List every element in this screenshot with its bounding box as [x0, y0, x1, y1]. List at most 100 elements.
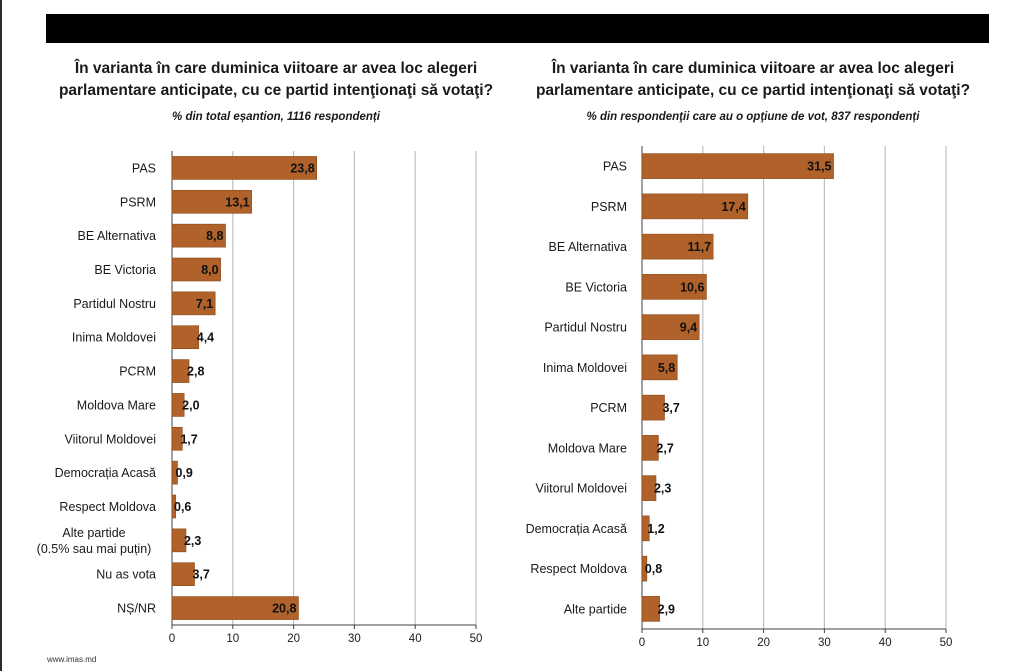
bar — [641, 515, 650, 542]
value-label: 2,8 — [187, 365, 204, 379]
chart-subtitle: % din total eșantion, 1116 respondenți — [172, 111, 380, 123]
bar — [171, 223, 226, 248]
bar — [171, 359, 190, 383]
bar — [641, 555, 648, 582]
category-label: NȘ/NR — [117, 602, 156, 616]
value-label: 2,9 — [658, 602, 675, 616]
bar — [171, 460, 178, 485]
x-tick-label: 30 — [818, 637, 831, 649]
value-label: 1,7 — [180, 432, 197, 446]
bar — [641, 475, 657, 501]
page-left-border — [0, 0, 2, 671]
category-label: Viitorul Moldovei — [536, 482, 627, 496]
bar — [171, 156, 318, 180]
value-label: 0,8 — [645, 562, 662, 576]
x-tick-label: 20 — [757, 637, 770, 649]
x-tick-label: 50 — [940, 637, 953, 649]
value-label: 13,1 — [225, 195, 249, 209]
category-label: Moldova Mare — [77, 398, 156, 412]
category-label: BE Victoria — [565, 280, 627, 294]
x-tick-label: 10 — [696, 637, 709, 649]
bar — [171, 325, 200, 350]
chart-title: În varianta în care duminica viitoare ar… — [58, 60, 494, 99]
value-label: 2,3 — [654, 482, 671, 496]
x-tick-label: 40 — [879, 637, 892, 649]
category-label: BE Alternativa — [77, 229, 156, 243]
value-label: 17,4 — [721, 200, 745, 214]
category-label: Nu as vota — [96, 568, 156, 582]
category-label: PCRM — [119, 365, 156, 379]
category-label: (0.5% sau mai puțin) — [37, 542, 152, 556]
category-label: BE Alternativa — [548, 240, 627, 254]
value-label: 3,7 — [662, 401, 679, 415]
value-label: 20,8 — [272, 602, 296, 616]
category-label: PSRM — [591, 200, 627, 214]
x-tick-label: 0 — [169, 633, 175, 645]
value-label: 2,3 — [184, 534, 201, 548]
bar — [171, 494, 176, 519]
value-label: 0,9 — [175, 466, 192, 480]
x-tick-label: 30 — [348, 633, 361, 645]
bar — [171, 562, 195, 587]
bar — [641, 314, 700, 340]
value-label: 0,6 — [174, 500, 191, 514]
bar — [171, 528, 187, 553]
category-label: Respect Moldova — [530, 562, 627, 576]
value-label: 4,4 — [197, 331, 214, 345]
category-label: PSRM — [120, 195, 156, 209]
bar — [641, 153, 834, 179]
value-label: 31,5 — [807, 160, 831, 174]
value-label: 1,2 — [647, 522, 664, 536]
value-label: 2,0 — [182, 398, 199, 412]
bar — [641, 596, 660, 622]
category-label: Viitorul Moldovei — [65, 432, 156, 446]
category-label: PAS — [132, 161, 156, 175]
category-label: PCRM — [590, 401, 627, 415]
value-label: 23,8 — [290, 161, 314, 175]
bar — [171, 257, 221, 282]
category-label: Moldova Mare — [548, 441, 627, 455]
source-url: www.imas.md — [47, 655, 97, 664]
category-label: Alte partide — [62, 526, 125, 540]
category-label: Partidul Nostru — [544, 321, 627, 335]
bar — [171, 596, 299, 620]
category-label: Partidul Nostru — [73, 297, 156, 311]
x-tick-label: 0 — [639, 637, 645, 649]
bar — [641, 274, 707, 300]
x-tick-label: 20 — [287, 633, 300, 645]
bar — [171, 426, 183, 451]
bar — [641, 394, 665, 421]
bar — [171, 291, 216, 316]
bar — [641, 354, 678, 381]
value-label: 5,8 — [658, 361, 675, 375]
bar — [171, 189, 252, 214]
category-label: Inima Moldovei — [543, 361, 627, 375]
chart-subtitle: % din respondenţii care au o opţiune de … — [586, 111, 920, 123]
category-label: Democrația Acasă — [526, 522, 627, 536]
bar — [641, 193, 749, 220]
value-label: 9,4 — [680, 321, 697, 335]
x-tick-label: 50 — [470, 633, 483, 645]
x-tick-label: 10 — [226, 633, 239, 645]
value-label: 8,8 — [206, 229, 223, 243]
x-tick-label: 40 — [409, 633, 422, 645]
category-label: Democrația Acasă — [55, 466, 156, 480]
bar — [171, 393, 185, 417]
category-label: BE Victoria — [94, 263, 156, 277]
category-label: Respect Moldova — [59, 500, 156, 514]
value-label: 11,7 — [687, 240, 711, 254]
bar — [641, 435, 659, 461]
header-bar — [46, 14, 989, 43]
value-label: 2,7 — [656, 441, 673, 455]
value-label: 10,6 — [680, 280, 704, 294]
value-label: 7,1 — [196, 297, 213, 311]
bar — [641, 233, 714, 260]
value-label: 3,7 — [192, 568, 209, 582]
category-label: Inima Moldovei — [72, 331, 156, 345]
category-label: PAS — [603, 160, 627, 174]
category-label: Alte partide — [564, 602, 627, 616]
value-label: 8,0 — [201, 263, 218, 277]
chart-title: În varianta în care duminica viitoare ar… — [535, 60, 971, 99]
